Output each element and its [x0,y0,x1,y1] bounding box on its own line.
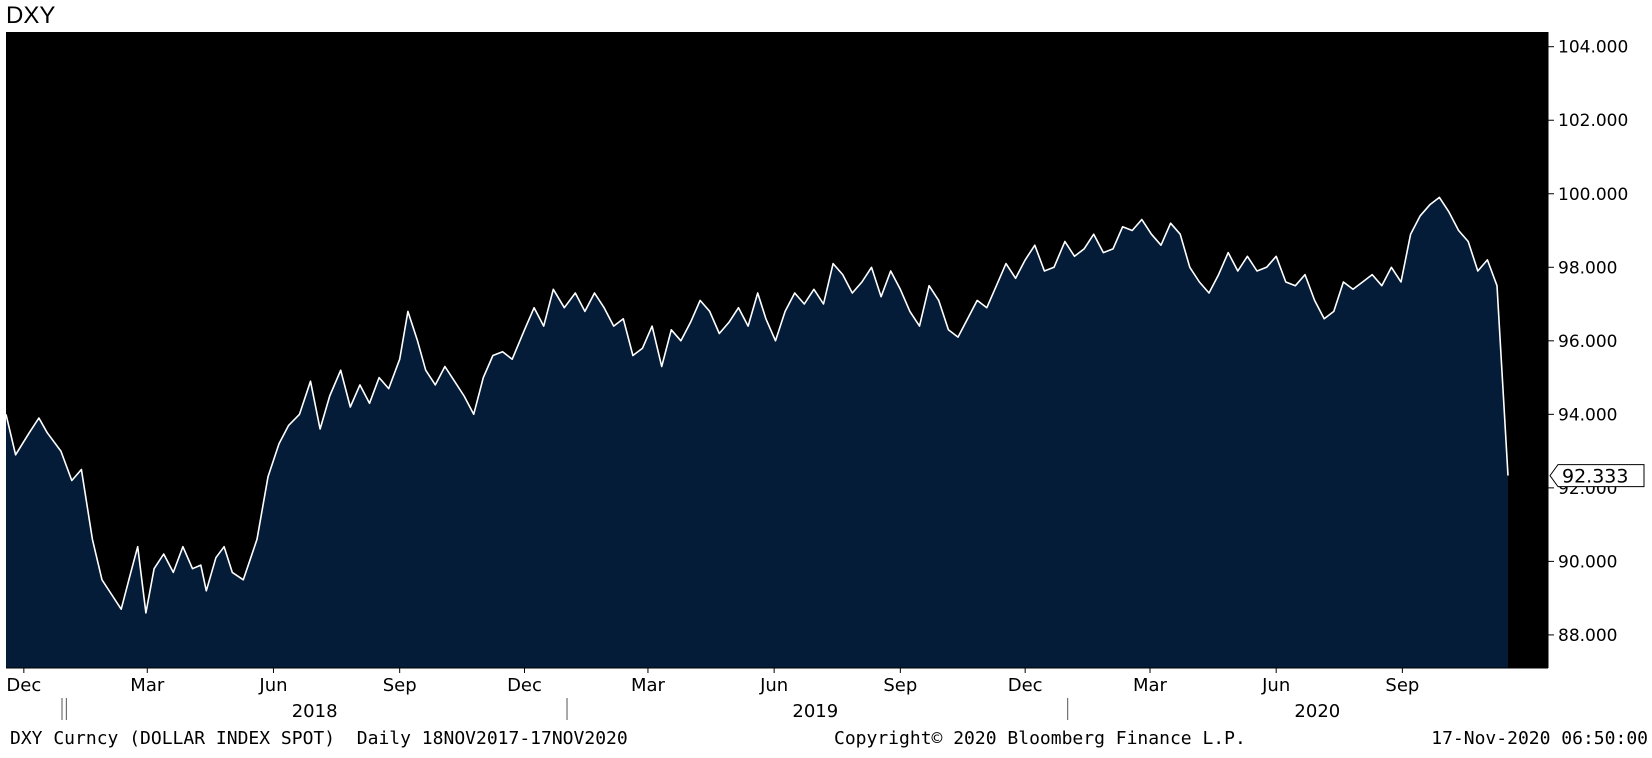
y-tick-label: 98.000 [1558,258,1617,278]
x-month-label: Sep [883,675,917,696]
series-line [5,196,1509,614]
x-month-label: Dec [6,675,41,696]
x-month-label: Jun [759,675,788,696]
x-month-label: Dec [1008,675,1043,696]
x-month-label: Jun [258,675,287,696]
x-month-label: Mar [130,675,165,696]
area-layer [5,196,1509,668]
x-month-label: Mar [631,675,666,696]
x-month-label: Dec [507,675,542,696]
x-year-label: 2019 [792,701,838,722]
footer-timestamp: 17-Nov-2020 06:50:00 [1431,728,1648,749]
y-tick-label: 96.000 [1558,332,1617,352]
y-axis: 88.00090.00092.00094.00096.00098.000100.… [1547,32,1628,668]
x-axis: Dec Mar Jun Sep Dec Mar Jun Sep Dec Mar Jun Sep 2018… [6,667,1548,722]
last-value-box [1549,464,1645,488]
y-tick-label: 94.000 [1558,405,1617,425]
footer-series-info: DXY Curncy (DOLLAR INDEX SPOT) Daily 18N… [10,728,628,749]
last-value-marker: 92.333 [1549,464,1645,488]
x-month-label: Mar [1133,675,1168,696]
series-area [6,197,1508,668]
x-month-label: Sep [383,675,417,696]
footer-copyright: Copyright© 2020 Bloomberg Finance L.P. [834,728,1246,749]
x-month-label: Jun [1261,675,1290,696]
y-tick-label: 100.000 [1558,185,1628,205]
x-month-label: Sep [1385,675,1419,696]
chart-title: DXY [6,2,56,29]
y-tick-label: 88.000 [1558,626,1617,646]
x-year-label: 2018 [292,701,338,722]
y-tick-label: 104.000 [1558,38,1628,58]
last-value-label: 92.333 [1562,466,1628,488]
y-tick-label: 102.000 [1558,111,1628,131]
y-tick-label: 90.000 [1558,552,1617,572]
x-year-label: 2020 [1294,701,1340,722]
